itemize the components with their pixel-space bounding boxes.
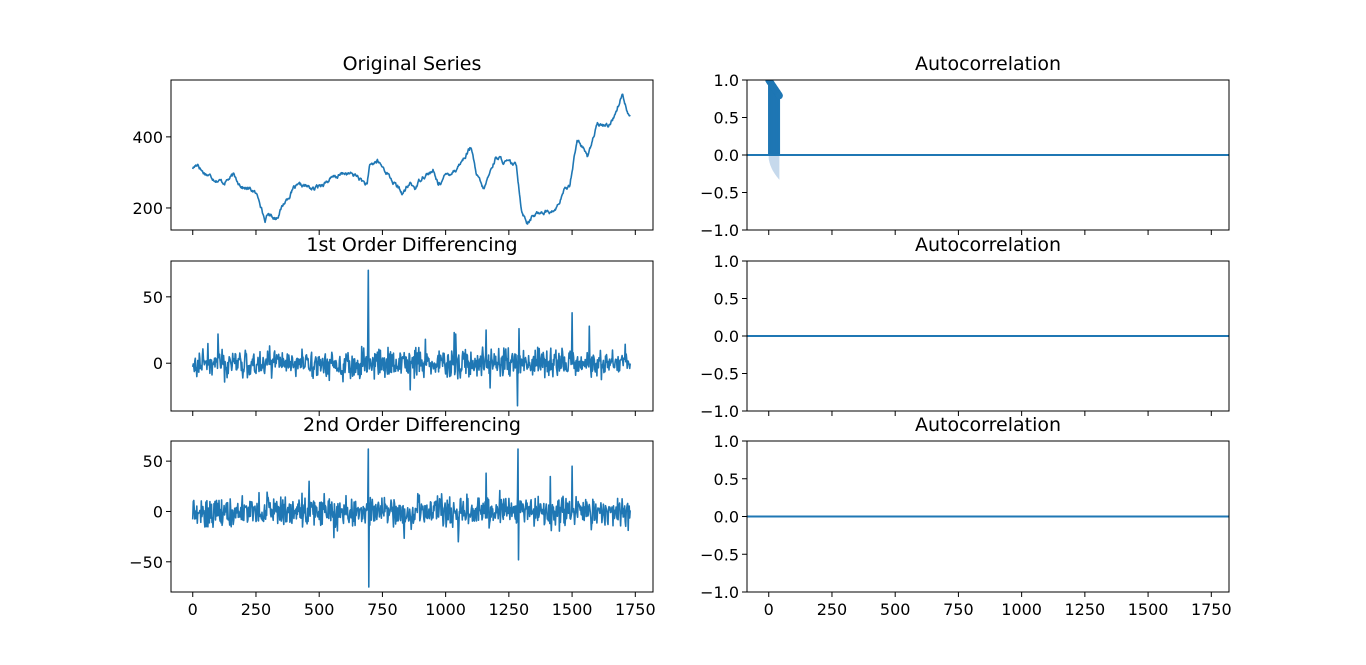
y-tick-label: 0.0: [714, 508, 739, 527]
y-tick-label: −1.0: [700, 583, 739, 602]
x-tick-label: 0: [188, 600, 198, 619]
x-tick-label: 0: [764, 600, 774, 619]
x-tick-label: 500: [304, 600, 335, 619]
axes-frame: [170, 440, 654, 593]
panel-title-first-difference: 1st Order Differencing: [306, 234, 517, 256]
x-tick-label: 250: [241, 600, 272, 619]
plot-area: [191, 448, 631, 588]
x-tick-label: 250: [817, 600, 848, 619]
axes-second-difference: 0 250 500 750 1000 1250 1500 1750 −50 0 50: [129, 440, 656, 619]
x-tick-label: 500: [880, 600, 911, 619]
y-tick-label: 200: [132, 199, 163, 218]
panel-title-acf-original: Autocorrelation: [915, 53, 1061, 75]
panel-acf-first-difference: Autocorrelation −1.0 −0.5 0.0 0.5 1.0: [700, 234, 1230, 421]
axes-acf-first-difference: −1.0 −0.5 0.0 0.5 1.0: [700, 252, 1230, 421]
y-tick-label: −50: [129, 553, 163, 572]
y-tick-label: −1.0: [700, 402, 739, 421]
panel-title-acf-second-difference: Autocorrelation: [915, 414, 1061, 436]
panel-original-series: Original Series 200 400: [132, 53, 654, 235]
x-tick-label: 1250: [488, 600, 529, 619]
y-tick-label: 0.5: [714, 109, 739, 128]
panel-title-second-difference: 2nd Order Differencing: [303, 414, 521, 436]
x-tick-label: 750: [367, 600, 398, 619]
y-tick-label: −0.5: [700, 365, 739, 384]
y-tick-label: 50: [143, 452, 163, 471]
y-tick-label: 1.0: [714, 71, 739, 90]
y-tick-label: 1.0: [714, 432, 739, 451]
y-tick-label: −1.0: [700, 221, 739, 240]
panel-title-acf-first-difference: Autocorrelation: [915, 234, 1061, 256]
axes-frame: [170, 260, 654, 412]
x-tick-label: 1500: [1128, 600, 1169, 619]
y-tick-label: 0.5: [714, 470, 739, 489]
y-tick-label: 0.5: [714, 290, 739, 309]
x-tick-label: 1500: [552, 600, 593, 619]
x-tick-label: 1000: [425, 600, 466, 619]
y-tick-label: 0: [153, 502, 163, 521]
y-tick-label: −0.5: [700, 184, 739, 203]
x-tick-label: 1750: [1191, 600, 1232, 619]
panel-acf-second-difference: Autocorrelation 0 250 500 750 1000 1250 1500 17…: [700, 414, 1232, 619]
axes-acf-second-difference: 0 250 500 750 1000 1250 1500 1750 −1.0 −0.5 0.0 0.5…: [700, 432, 1232, 619]
x-tick-label: 1750: [615, 600, 656, 619]
plot-area: [747, 80, 1229, 180]
panel-title-original-series: Original Series: [343, 53, 482, 75]
y-tick-label: −0.5: [700, 545, 739, 564]
panel-first-difference: 1st Order Differencing 0 50: [143, 234, 654, 416]
x-tick-label: 1000: [1001, 600, 1042, 619]
y-tick-label: 0.0: [714, 327, 739, 346]
acf-marker: [775, 92, 783, 100]
x-tick-label: 750: [943, 600, 974, 619]
y-tick-label: 50: [143, 288, 163, 307]
plot-area: [191, 93, 631, 225]
y-tick-label: 1.0: [714, 252, 739, 271]
axes-acf-original: −1.0 −0.5 0.0 0.5 1.0: [700, 71, 1230, 240]
axes-original-series: 200 400: [132, 79, 654, 235]
y-tick-label: 400: [132, 128, 163, 147]
y-tick-label: 0.0: [714, 146, 739, 165]
series-line: [191, 93, 631, 225]
panel-second-difference: 2nd Order Differencing 0 250 500 750 1000 125…: [129, 414, 655, 619]
axes-frame: [170, 79, 654, 231]
series-line: [191, 269, 631, 407]
y-tick-label: 0: [153, 354, 163, 373]
plot-area: [191, 269, 631, 407]
x-tick-label: 1250: [1064, 600, 1105, 619]
panel-acf-original: Autocorrelation −1.0 −0.5 0.0 0.5 1.0: [700, 53, 1230, 240]
axes-first-difference: 0 50: [143, 260, 654, 416]
series-line: [191, 448, 631, 588]
